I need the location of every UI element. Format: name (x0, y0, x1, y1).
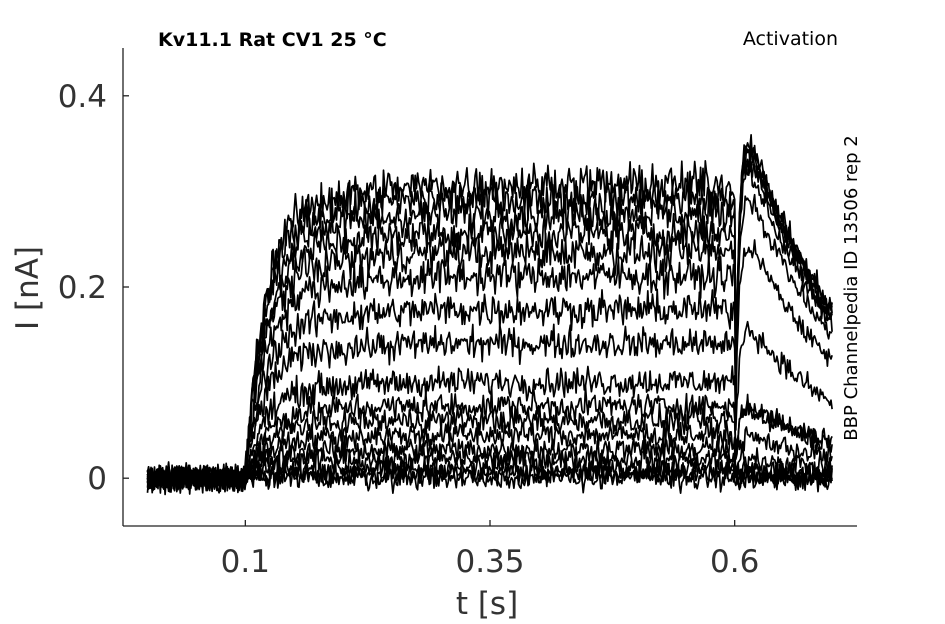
x-axis-label: t [s] (456, 586, 518, 622)
current-trace-13 (146, 149, 833, 496)
y-tick-label: 0.4 (58, 79, 107, 115)
current-trace-9 (146, 320, 833, 494)
current-trace-14 (146, 147, 833, 493)
y-tick-label: 0.2 (58, 270, 107, 306)
traces-group (146, 133, 833, 496)
chart-title: Kv11.1 Rat CV1 25 °C (158, 29, 387, 51)
protocol-label: Activation (743, 28, 838, 50)
current-trace-10 (146, 239, 833, 492)
y-ticks: 0 0.2 0.4 (58, 79, 129, 497)
x-ticks: 0.1 0.35 0.6 (221, 520, 759, 580)
current-trace-3 (146, 452, 833, 492)
y-tick-label: 0 (87, 461, 107, 497)
current-trace-6 (146, 416, 833, 490)
x-tick-label: 0.6 (710, 544, 759, 580)
current-trace-11 (146, 193, 833, 494)
current-trace-8 (146, 385, 833, 494)
side-note: BBP Channelpedia ID 13506 rep 2 (841, 135, 862, 440)
x-tick-label: 0.1 (221, 544, 270, 580)
current-trace-7 (146, 397, 833, 491)
current-trace-17 (146, 133, 833, 493)
y-axis-label: I [nA] (10, 246, 46, 330)
x-tick-label: 0.35 (455, 544, 524, 580)
